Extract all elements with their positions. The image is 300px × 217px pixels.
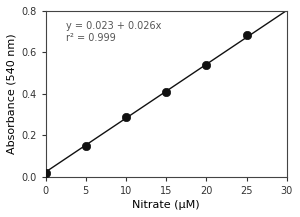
X-axis label: Nitrate (μM): Nitrate (μM) <box>132 200 200 210</box>
Point <box>124 115 128 118</box>
Text: r² = 0.999: r² = 0.999 <box>66 33 116 43</box>
Y-axis label: Absorbance (540 nm): Absorbance (540 nm) <box>7 34 17 154</box>
Text: y = 0.023 + 0.026x: y = 0.023 + 0.026x <box>66 21 161 31</box>
Point <box>244 34 249 37</box>
Point <box>204 63 209 67</box>
Point <box>83 144 88 148</box>
Point <box>43 171 48 174</box>
Point <box>164 90 169 94</box>
